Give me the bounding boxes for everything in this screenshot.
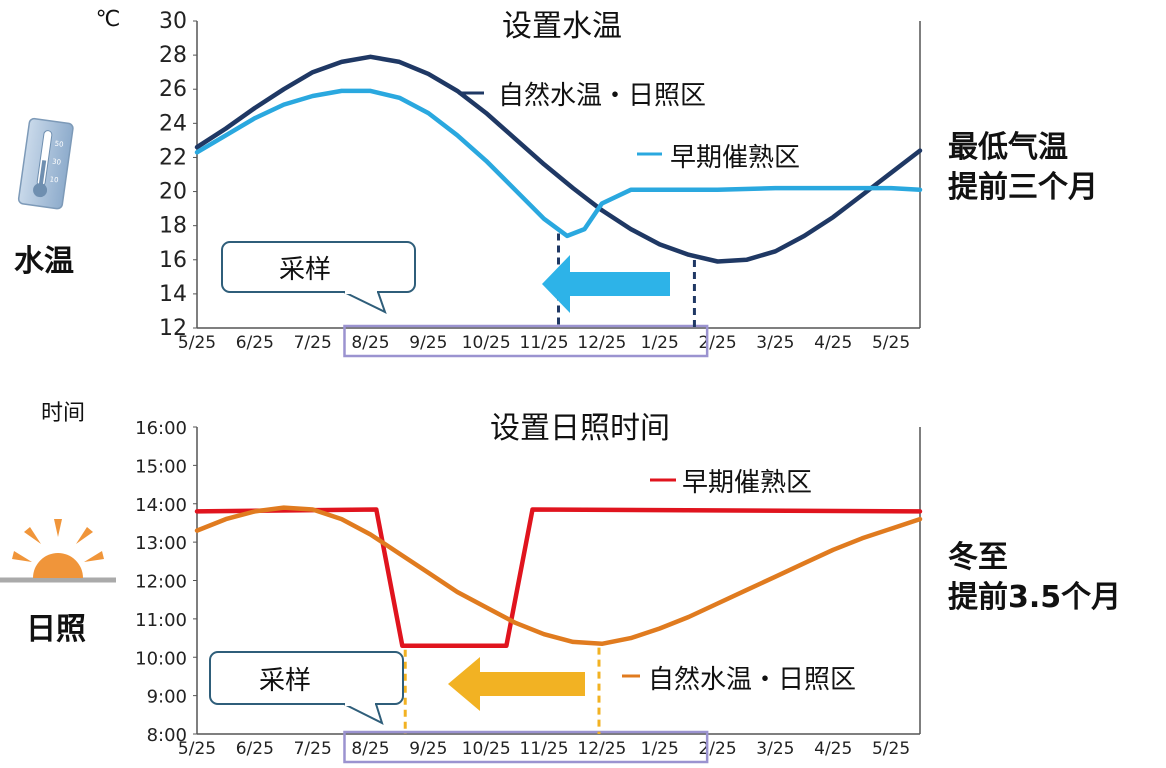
y-tick-label: 11:00 <box>135 610 187 631</box>
svg-text:10: 10 <box>49 175 59 184</box>
y-tick-label: 15:00 <box>135 456 187 477</box>
series-line <box>194 505 923 647</box>
svg-text:50: 50 <box>54 140 64 149</box>
x-tick-label: 8/25 <box>351 333 389 353</box>
y-tick-label: 18 <box>159 214 187 239</box>
y-tick-label: 22 <box>159 145 187 170</box>
shift-arrow-head <box>448 657 480 711</box>
daylight-chart: 8:00 9:00 10:00 11:00 12:00 13:00 14:00 15:00 16… <box>41 401 923 764</box>
y-tick-label: 20 <box>159 180 187 205</box>
x-tick-label: 5/25 <box>178 333 216 353</box>
sampling-period-box <box>343 730 709 764</box>
sampling-callout-label: 采样 <box>259 666 311 696</box>
y-tick-label: 9:00 <box>147 687 187 708</box>
x-tick-label: 5/25 <box>178 739 216 759</box>
x-tick-label: 10/25 <box>462 333 511 353</box>
y-tick-label: 8:00 <box>147 725 187 746</box>
y-tick-label: 14 <box>159 282 187 307</box>
y-unit-label: ℃ <box>96 7 121 32</box>
y-tick-label: 28 <box>159 43 187 68</box>
daylight-note: 冬至 提前3.5个月 <box>948 538 1121 618</box>
y-tick-label: 16 <box>159 248 187 273</box>
x-tick-label: 11/25 <box>520 333 569 353</box>
y-tick-label: 12 <box>159 316 187 341</box>
x-tick-label: 1/25 <box>641 739 679 759</box>
x-tick-label: 12/25 <box>577 333 626 353</box>
y-tick-label: 16:00 <box>135 418 187 439</box>
x-tick-label: 5/25 <box>872 739 910 759</box>
svg-text:30: 30 <box>52 158 62 167</box>
x-tick-label: 4/25 <box>814 739 852 759</box>
chart-title: 设置日照时间 <box>490 411 670 446</box>
x-tick-label: 7/25 <box>294 333 332 353</box>
shift-arrow-body <box>480 672 585 696</box>
x-tick-label: 1/25 <box>641 333 679 353</box>
legend-label: 早期催熟区 <box>682 468 812 498</box>
sampling-callout-box <box>209 651 404 705</box>
y-tick-label: 13:00 <box>135 533 187 554</box>
daylight-note-line2: 提前3.5个月 <box>948 580 1122 615</box>
x-tick-label: 12/25 <box>577 739 626 759</box>
sampling-callout-label: 采样 <box>279 255 331 285</box>
x-tick-label: 4/25 <box>814 333 852 353</box>
x-tick-label: 11/25 <box>520 739 569 759</box>
sun-icon <box>0 519 116 583</box>
shift-arrow-body <box>570 272 670 296</box>
x-tick-label: 2/25 <box>698 333 736 353</box>
y-tick-label: 24 <box>159 111 187 136</box>
series-line <box>194 507 923 648</box>
sampling-period-box <box>343 324 709 358</box>
sampling-callout-box <box>221 241 416 293</box>
thermometer-icon: 50 30 10 <box>17 117 74 210</box>
y-tick-label: 12:00 <box>135 572 187 593</box>
x-tick-label: 7/25 <box>294 739 332 759</box>
legend-label: 自然水温・日照区 <box>648 665 856 695</box>
water-temp-note: 最低气温 提前三个月 <box>948 128 1098 208</box>
daylight-note-line1: 冬至 <box>948 540 1008 575</box>
sampling-callout-tail <box>343 703 384 725</box>
x-tick-label: 5/25 <box>872 333 910 353</box>
water-temp-note-line2: 提前三个月 <box>948 170 1098 205</box>
x-tick-label: 6/25 <box>236 333 274 353</box>
water-temp-chart: 12 14 16 18 20 22 24 26 28 30 5/25 6/25 7/25 8/25 9/25… <box>96 7 923 358</box>
water-temp-note-line1: 最低气温 <box>948 130 1068 165</box>
y-unit-label: 时间 <box>41 401 85 426</box>
water-temp-side-label: 水温 <box>14 244 74 279</box>
x-tick-label: 2/25 <box>698 739 736 759</box>
x-tick-label: 8/25 <box>351 739 389 759</box>
sampling-callout-tail <box>343 291 387 314</box>
legend-label: 自然水温・日照区 <box>498 81 706 111</box>
x-tick-label: 10/25 <box>462 739 511 759</box>
series-line <box>194 88 923 239</box>
y-tick-label: 26 <box>159 77 187 102</box>
x-tick-label: 9/25 <box>409 333 447 353</box>
x-tick-label: 6/25 <box>236 739 274 759</box>
daylight-side-label: 日照 <box>26 612 86 647</box>
y-tick-label: 14:00 <box>135 495 187 516</box>
y-tick-label: 10:00 <box>135 648 187 669</box>
series-line <box>194 54 923 264</box>
x-tick-label: 3/25 <box>756 333 794 353</box>
legend-label: 早期催熟区 <box>670 143 800 173</box>
y-tick-label: 30 <box>159 9 187 34</box>
x-tick-label: 9/25 <box>409 739 447 759</box>
x-tick-label: 3/25 <box>756 739 794 759</box>
chart-title: 设置水温 <box>502 9 622 44</box>
shift-arrow-head <box>542 255 570 313</box>
